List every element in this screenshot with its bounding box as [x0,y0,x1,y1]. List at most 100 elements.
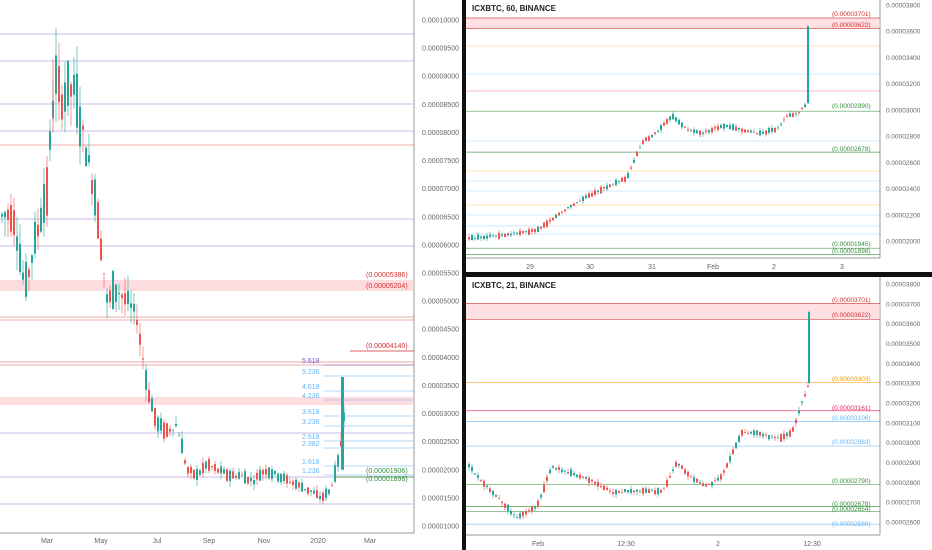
candle-body [519,513,521,519]
candle-body [540,226,542,229]
bottom-right-chart-pane[interactable]: 0.00003800 0.00003700 0.00003600 0.00003500… [466,277,932,550]
candle-body [729,456,731,462]
candle-body [468,237,470,240]
candle-body [585,195,587,199]
candle-body [136,319,138,326]
candle-body [184,460,186,464]
time-tick-label: 12:30 [803,541,821,548]
candle-body [552,217,554,221]
candle-body [43,184,45,223]
candle-body [777,127,779,129]
candle-body [558,467,560,470]
candle-body [555,467,557,470]
candle-body [762,433,764,437]
left-chart-svg[interactable]: 0.00010000 0.00009500 0.00009000 0.00008500… [0,0,462,550]
candle-body [621,177,623,182]
candle-body [705,483,707,487]
candle-body [582,196,584,202]
candle-body [807,385,809,387]
candle-body [543,222,545,228]
candle-body [567,472,569,474]
candle-body [133,303,135,312]
time-tick-label: 12:30 [617,541,635,548]
vertical-pane-divider[interactable] [462,0,466,550]
fib-level-label: 3.618 [302,409,320,416]
candle-body [217,468,219,473]
candle-body [118,292,120,295]
time-tick-label: Nov [258,538,271,545]
candle-body [504,233,506,238]
candle-body [295,479,297,489]
candle-body [232,471,234,479]
candle-body [480,236,482,239]
candle-body [660,490,662,493]
candle-body [573,472,575,476]
candle-body [513,232,515,234]
candle-body [741,128,743,132]
candle-body [633,159,635,163]
candle-body [609,490,611,492]
price-tick-label: 0.00003000 [886,440,921,447]
level-price-label: (0.00002790) [832,478,871,485]
candle-body [471,234,473,241]
candle-body [19,243,21,272]
candle-body [774,127,776,133]
candle-body [783,433,785,440]
candle-body [642,140,644,144]
level-price-label: (0.00002654) [832,506,871,513]
bottom-right-chart-svg[interactable]: 0.00003800 0.00003700 0.00003600 0.00003500… [466,277,932,550]
horizontal-pane-divider[interactable] [466,272,932,277]
candle-body [106,294,108,303]
candle-body [669,475,671,478]
price-tick-label: 0.00003400 [886,361,921,368]
candle-body [88,155,90,163]
top-right-chart-pane[interactable]: 0.00003800 0.00003600 0.00003400 0.00003200… [466,0,932,272]
candle-body [681,465,683,470]
candle-body [507,504,509,512]
candle-body [534,229,536,232]
candle-body [756,133,758,135]
candle-body [798,410,800,414]
candle-body [142,358,144,360]
candle-body [603,485,605,491]
level-price-label: (0.00003701) [832,297,871,304]
candle-body [480,480,482,482]
time-tick-label: 3 [840,264,844,271]
supply-zone [0,397,414,405]
candle-body [765,130,767,135]
price-tick-label: 0.00003500 [886,341,921,348]
candle-body [492,490,494,496]
left-chart-pane[interactable]: 0.00010000 0.00009500 0.00009000 0.00008500… [0,0,462,550]
candle-body [64,82,66,112]
time-tick-label: Mar [41,538,54,545]
candle-body [744,432,746,433]
candle-body [28,269,30,278]
candle-body [109,290,111,302]
candle-body [681,122,683,128]
candle-body [663,122,665,126]
candle-body [483,480,485,487]
level-price-label: (0.00003161) [832,405,871,412]
candle-body [519,230,521,235]
candle-body [202,462,204,474]
candle-body [792,427,794,432]
candle-body [792,113,794,117]
candle-body [82,125,84,130]
candle-body [687,471,689,477]
candle-body [46,167,48,216]
time-tick-label: 31 [648,264,656,271]
candle-body [498,232,500,240]
candle-body [798,112,800,114]
price-tick-label: 0.00006000 [422,242,459,249]
candle-body [226,469,228,481]
candle-body [199,470,201,475]
candle-body [235,475,237,478]
price-tick-label: 0.00006500 [422,214,459,221]
candle-body [187,467,189,474]
candle-body [474,237,476,239]
candle-body [49,131,51,150]
candle-body [208,458,210,471]
candle-body [693,129,695,133]
top-right-chart-svg[interactable]: 0.00003800 0.00003600 0.00003400 0.00003200… [466,0,932,272]
candle-body [702,483,704,487]
